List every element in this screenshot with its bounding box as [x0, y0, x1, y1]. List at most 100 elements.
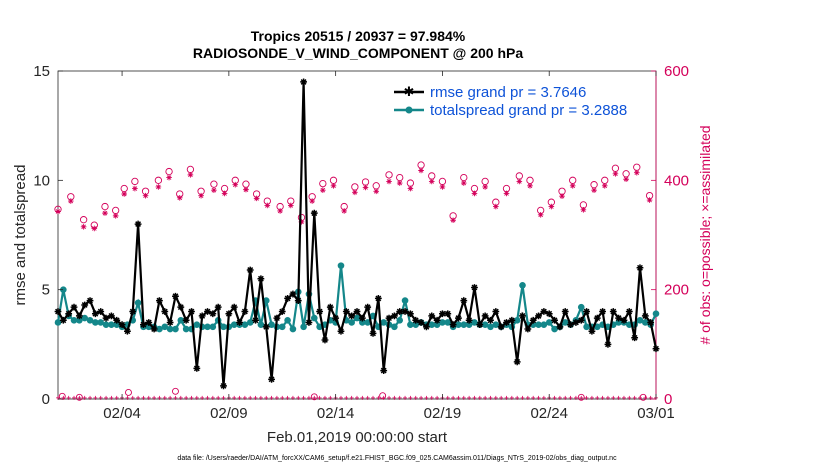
obs-assimilated-point	[591, 187, 597, 193]
rmse-point	[348, 312, 356, 320]
rmse-point	[172, 292, 179, 300]
obs-zero-marker	[88, 395, 93, 400]
obs-possible-point	[319, 179, 327, 188]
obs-zero-marker	[621, 395, 626, 400]
rmse-point	[380, 367, 388, 374]
totalspread-point	[289, 325, 297, 333]
obs-assimilated-point	[298, 219, 305, 225]
totalspread-point	[278, 323, 286, 331]
rmse-point	[294, 297, 302, 304]
rmse-point	[326, 303, 334, 311]
y-tick-label: 0	[42, 391, 50, 408]
obs-assimilated-point	[633, 169, 640, 176]
totalspread-point	[391, 323, 398, 331]
rmse-point	[193, 364, 201, 372]
totalspread-point	[455, 321, 462, 328]
obs-zero-marker	[376, 395, 381, 400]
totalspread-point	[492, 321, 500, 328]
totalspread-point	[161, 323, 169, 331]
obs-assimilated-point	[601, 183, 608, 189]
rmse-point	[433, 316, 441, 324]
legend-spread-label: totalspread grand pr = 3.2888	[430, 102, 627, 119]
rmse-point	[230, 303, 238, 311]
rmse-point	[150, 325, 158, 333]
obs-assimilated-point	[211, 187, 217, 193]
rmse-point	[252, 316, 259, 324]
y-tick-label: 10	[33, 172, 50, 189]
obs-zero-marker	[515, 395, 520, 400]
obs-zero-marker	[242, 395, 247, 400]
totalspread-point	[428, 321, 436, 328]
rmse-point	[513, 358, 521, 366]
obs-zero-marker	[109, 395, 114, 400]
rmse-point	[166, 319, 174, 326]
rmse-point	[460, 297, 468, 304]
rmse-point	[140, 321, 147, 329]
obs-zero-marker	[216, 395, 221, 400]
rmse-point	[572, 319, 580, 326]
obs-zero-marker	[365, 395, 370, 400]
rmse-point	[540, 308, 548, 315]
obs-assimilated-point	[330, 183, 337, 189]
obs-assimilated-point	[55, 208, 61, 215]
rmse-point	[476, 321, 484, 329]
totalspread-point	[471, 319, 478, 326]
rmse-point	[268, 375, 275, 383]
totalspread-point	[519, 281, 526, 289]
x-axis-label: Feb.01,2019 00:00:00 start	[267, 429, 448, 446]
obs-assimilated-point	[102, 210, 108, 216]
totalspread-point	[81, 314, 88, 322]
totalspread-point	[407, 321, 414, 328]
obs-zero-marker	[429, 395, 434, 400]
totalspread-point	[465, 321, 473, 328]
totalspread-point	[166, 325, 174, 333]
obs-assimilated-point	[580, 207, 587, 213]
totalspread-point	[76, 316, 83, 324]
obs-zero-marker	[541, 395, 546, 400]
obs-assimilated-point	[142, 192, 149, 199]
obs-zero-marker	[178, 395, 183, 400]
rmse-point	[652, 345, 660, 353]
obs-zero-marker	[237, 395, 242, 400]
rmse-point	[75, 312, 83, 320]
obs-assimilated-point	[548, 203, 555, 210]
obs-assimilated-point	[166, 174, 172, 181]
obs-zero-marker	[472, 395, 477, 400]
rmse-point	[471, 284, 478, 291]
legend-rmse-marker: ✱	[404, 85, 415, 100]
obs-zero-marker	[403, 395, 408, 400]
totalspread-point	[577, 303, 585, 311]
rmse-point	[156, 297, 163, 304]
axis-layer: 02/04 02/09 02/14 02/19 02/24 03/010510150200…	[33, 63, 689, 422]
rmse-point	[396, 308, 404, 315]
obs-possible-point	[154, 176, 163, 184]
y-axis-label: rmse and totalspread	[12, 165, 29, 306]
rmse-point	[305, 319, 313, 326]
obs-zero-marker	[445, 395, 450, 400]
rmse-point	[577, 316, 585, 324]
totalspread-point	[156, 325, 163, 333]
obs-zero-marker	[104, 395, 109, 400]
totalspread-point	[209, 323, 217, 331]
rmse-point	[449, 321, 457, 329]
rmse-point	[257, 275, 265, 283]
obs-zero-marker	[296, 395, 301, 400]
obs-zero-marker	[136, 395, 141, 400]
obs-zero-marker	[306, 395, 311, 400]
obs-assimilated-point	[287, 202, 294, 209]
rmse-point	[209, 310, 217, 318]
totalspread-point	[182, 325, 190, 333]
totalspread-point	[513, 316, 521, 324]
rmse-point	[524, 325, 532, 333]
rmse-point	[492, 308, 500, 315]
rmse-point	[519, 312, 526, 320]
obs-zero-marker	[589, 395, 594, 400]
obs-zero-marker	[152, 395, 157, 400]
obs-zero-marker	[616, 395, 621, 400]
x-tick-label: 02/24	[530, 405, 568, 422]
rmse-point	[107, 312, 115, 320]
rmse-point	[236, 319, 243, 326]
obs-zero-marker	[483, 395, 488, 400]
rmse-point	[417, 319, 425, 326]
totalspread-point	[204, 323, 211, 331]
